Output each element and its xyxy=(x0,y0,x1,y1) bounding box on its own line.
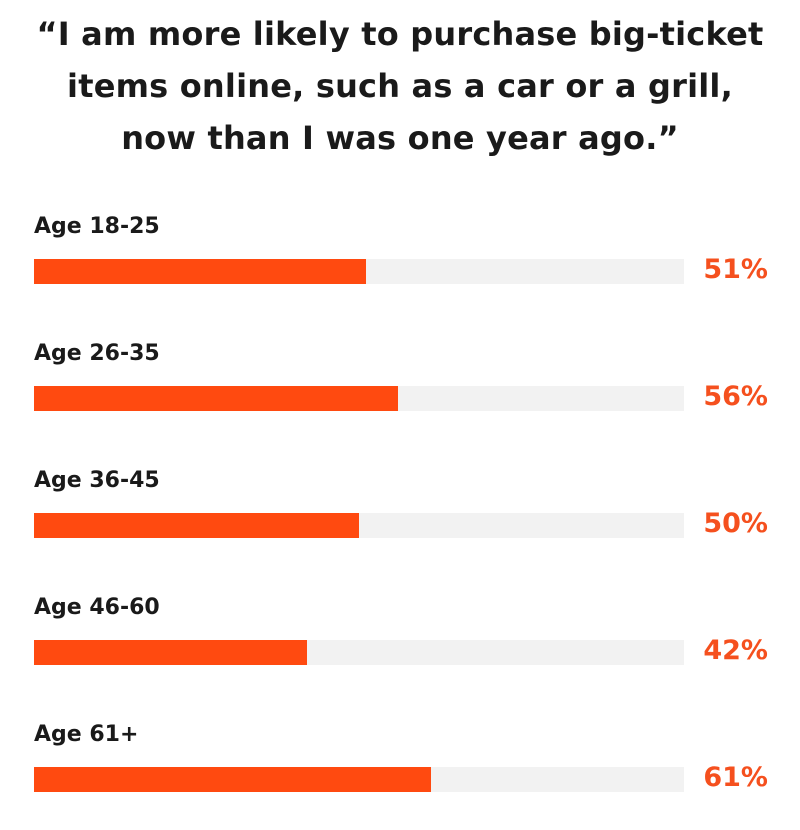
chart-title: “I am more likely to purchase big-ticket… xyxy=(20,8,780,164)
value-label: 61% xyxy=(703,762,768,793)
category-label: Age 36-45 xyxy=(34,468,160,493)
bar-row: Age 61+ 61% xyxy=(0,720,800,830)
bar-track xyxy=(34,513,684,538)
bar-row: Age 46-60 42% xyxy=(0,593,800,703)
bar-track xyxy=(34,640,684,665)
category-label: Age 46-60 xyxy=(34,595,160,620)
bar-track xyxy=(34,259,684,284)
chart-title-line-2: items online, such as a car or a grill, xyxy=(67,67,733,105)
chart-title-line-3: now than I was one year ago.” xyxy=(121,119,679,157)
bar xyxy=(34,386,398,411)
value-label: 51% xyxy=(703,254,768,285)
category-label: Age 61+ xyxy=(34,722,139,747)
chart-title-line-1: “I am more likely to purchase big-ticket xyxy=(36,15,764,53)
category-label: Age 18-25 xyxy=(34,214,160,239)
bar xyxy=(34,640,307,665)
bar xyxy=(34,767,431,792)
bar-row: Age 18-25 51% xyxy=(0,212,800,322)
bar-track xyxy=(34,386,684,411)
category-label: Age 26-35 xyxy=(34,341,160,366)
value-label: 42% xyxy=(703,635,768,666)
bar xyxy=(34,513,359,538)
value-label: 56% xyxy=(703,381,768,412)
bar-row: Age 36-45 50% xyxy=(0,466,800,576)
bar-track xyxy=(34,767,684,792)
value-label: 50% xyxy=(703,508,768,539)
bar xyxy=(34,259,366,284)
bar-row: Age 26-35 56% xyxy=(0,339,800,449)
